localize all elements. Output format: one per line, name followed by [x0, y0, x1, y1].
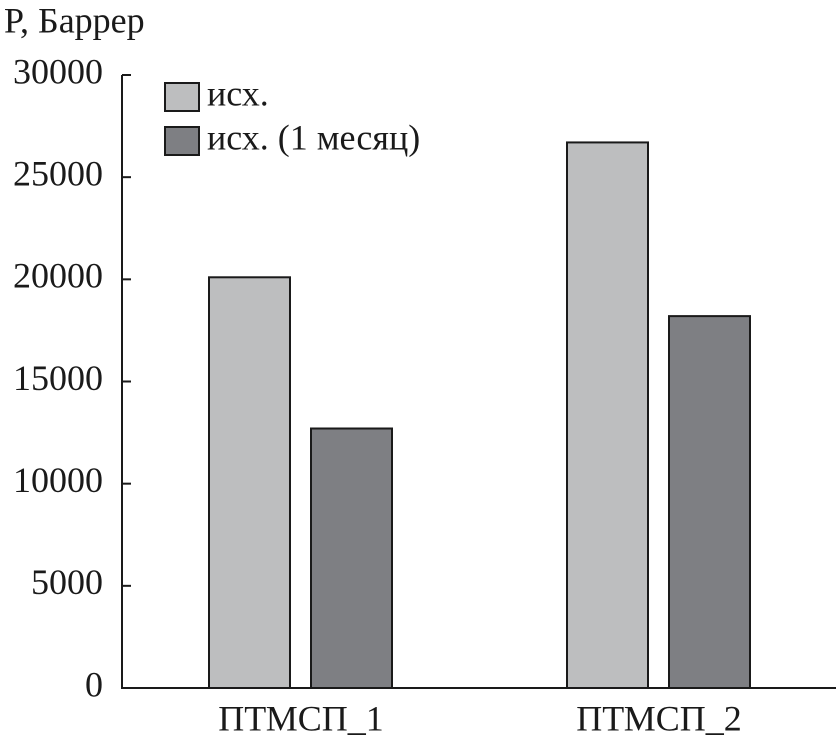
- bar: [208, 276, 291, 689]
- legend-swatch: [164, 126, 200, 156]
- y-tick-label: 25000: [13, 153, 103, 193]
- legend-swatch: [164, 82, 200, 112]
- x-tick-label: ПТМСП_2: [576, 698, 742, 738]
- y-tick-label: 5000: [31, 562, 103, 602]
- legend-label: исх. (1 месяц): [207, 117, 420, 157]
- y-tick-label: 10000: [13, 460, 103, 500]
- bar: [668, 315, 751, 689]
- y-tick-label: 30000: [13, 51, 103, 91]
- legend-label: исх.: [207, 73, 269, 113]
- y-axis-label: P, Баррер: [4, 0, 145, 40]
- x-tick-label: ПТМСП_1: [218, 698, 384, 738]
- bar: [566, 141, 649, 689]
- y-tick-label: 15000: [13, 358, 103, 398]
- y-tick-label: 0: [85, 664, 103, 704]
- y-tick-label: 20000: [13, 256, 103, 296]
- bar: [310, 427, 393, 689]
